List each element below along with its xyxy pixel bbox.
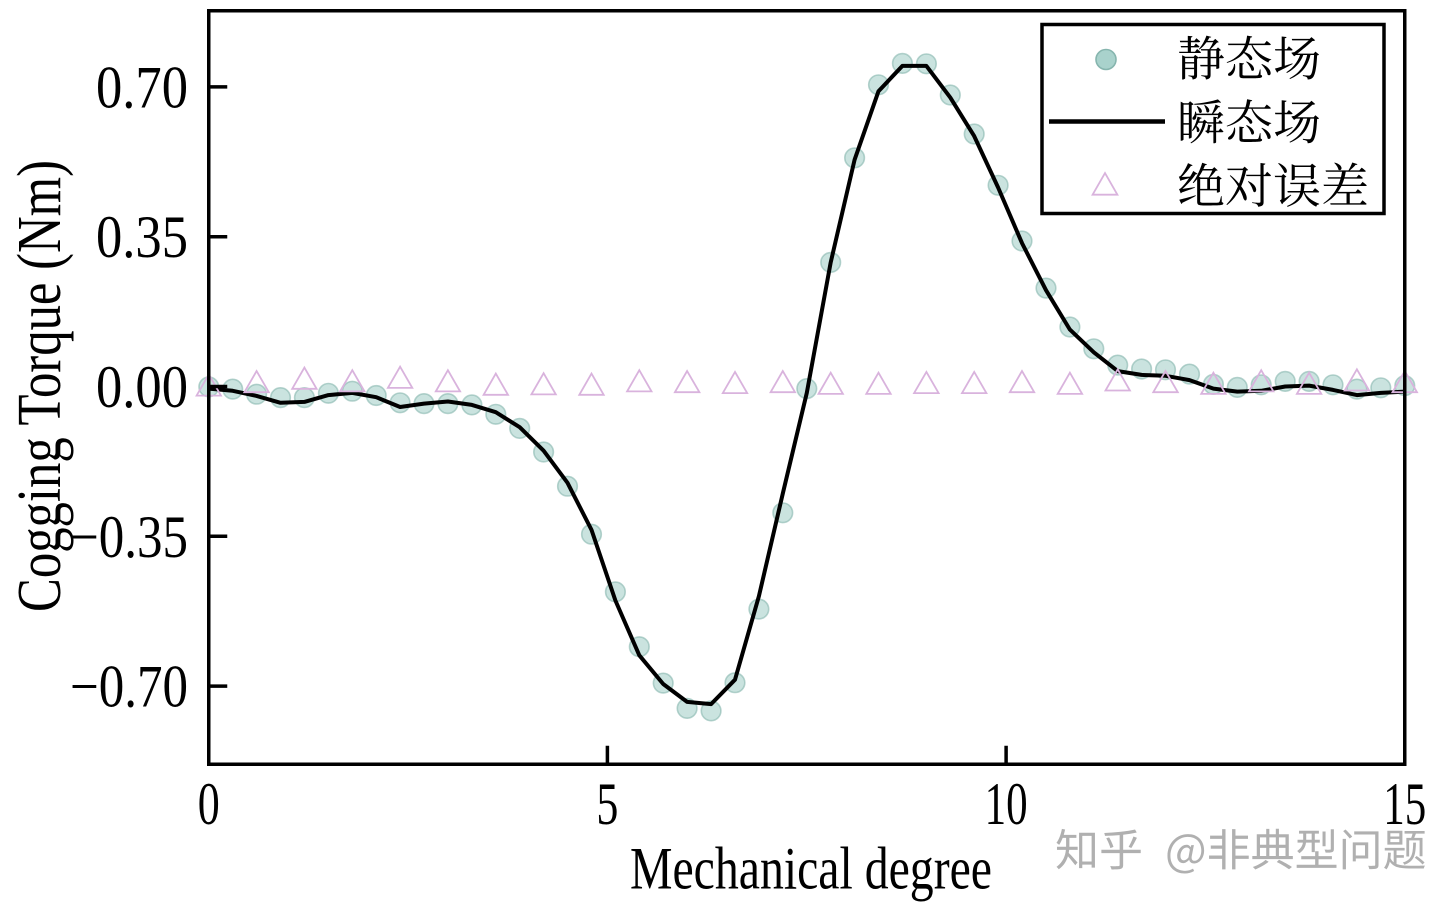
svg-text:0.35: 0.35 <box>96 204 188 270</box>
svg-text:Mechanical degree: Mechanical degree <box>630 836 992 902</box>
svg-text:5: 5 <box>596 771 618 837</box>
svg-text:−0.35: −0.35 <box>70 504 188 570</box>
svg-text:0.00: 0.00 <box>96 354 188 420</box>
svg-text:0.70: 0.70 <box>96 54 188 120</box>
svg-text:0: 0 <box>198 771 220 837</box>
svg-text:Cogging Torque (Nm): Cogging Torque (Nm) <box>6 160 74 612</box>
svg-text:−0.70: −0.70 <box>70 654 188 720</box>
svg-text:15: 15 <box>1383 771 1426 837</box>
svg-text:10: 10 <box>985 771 1028 837</box>
